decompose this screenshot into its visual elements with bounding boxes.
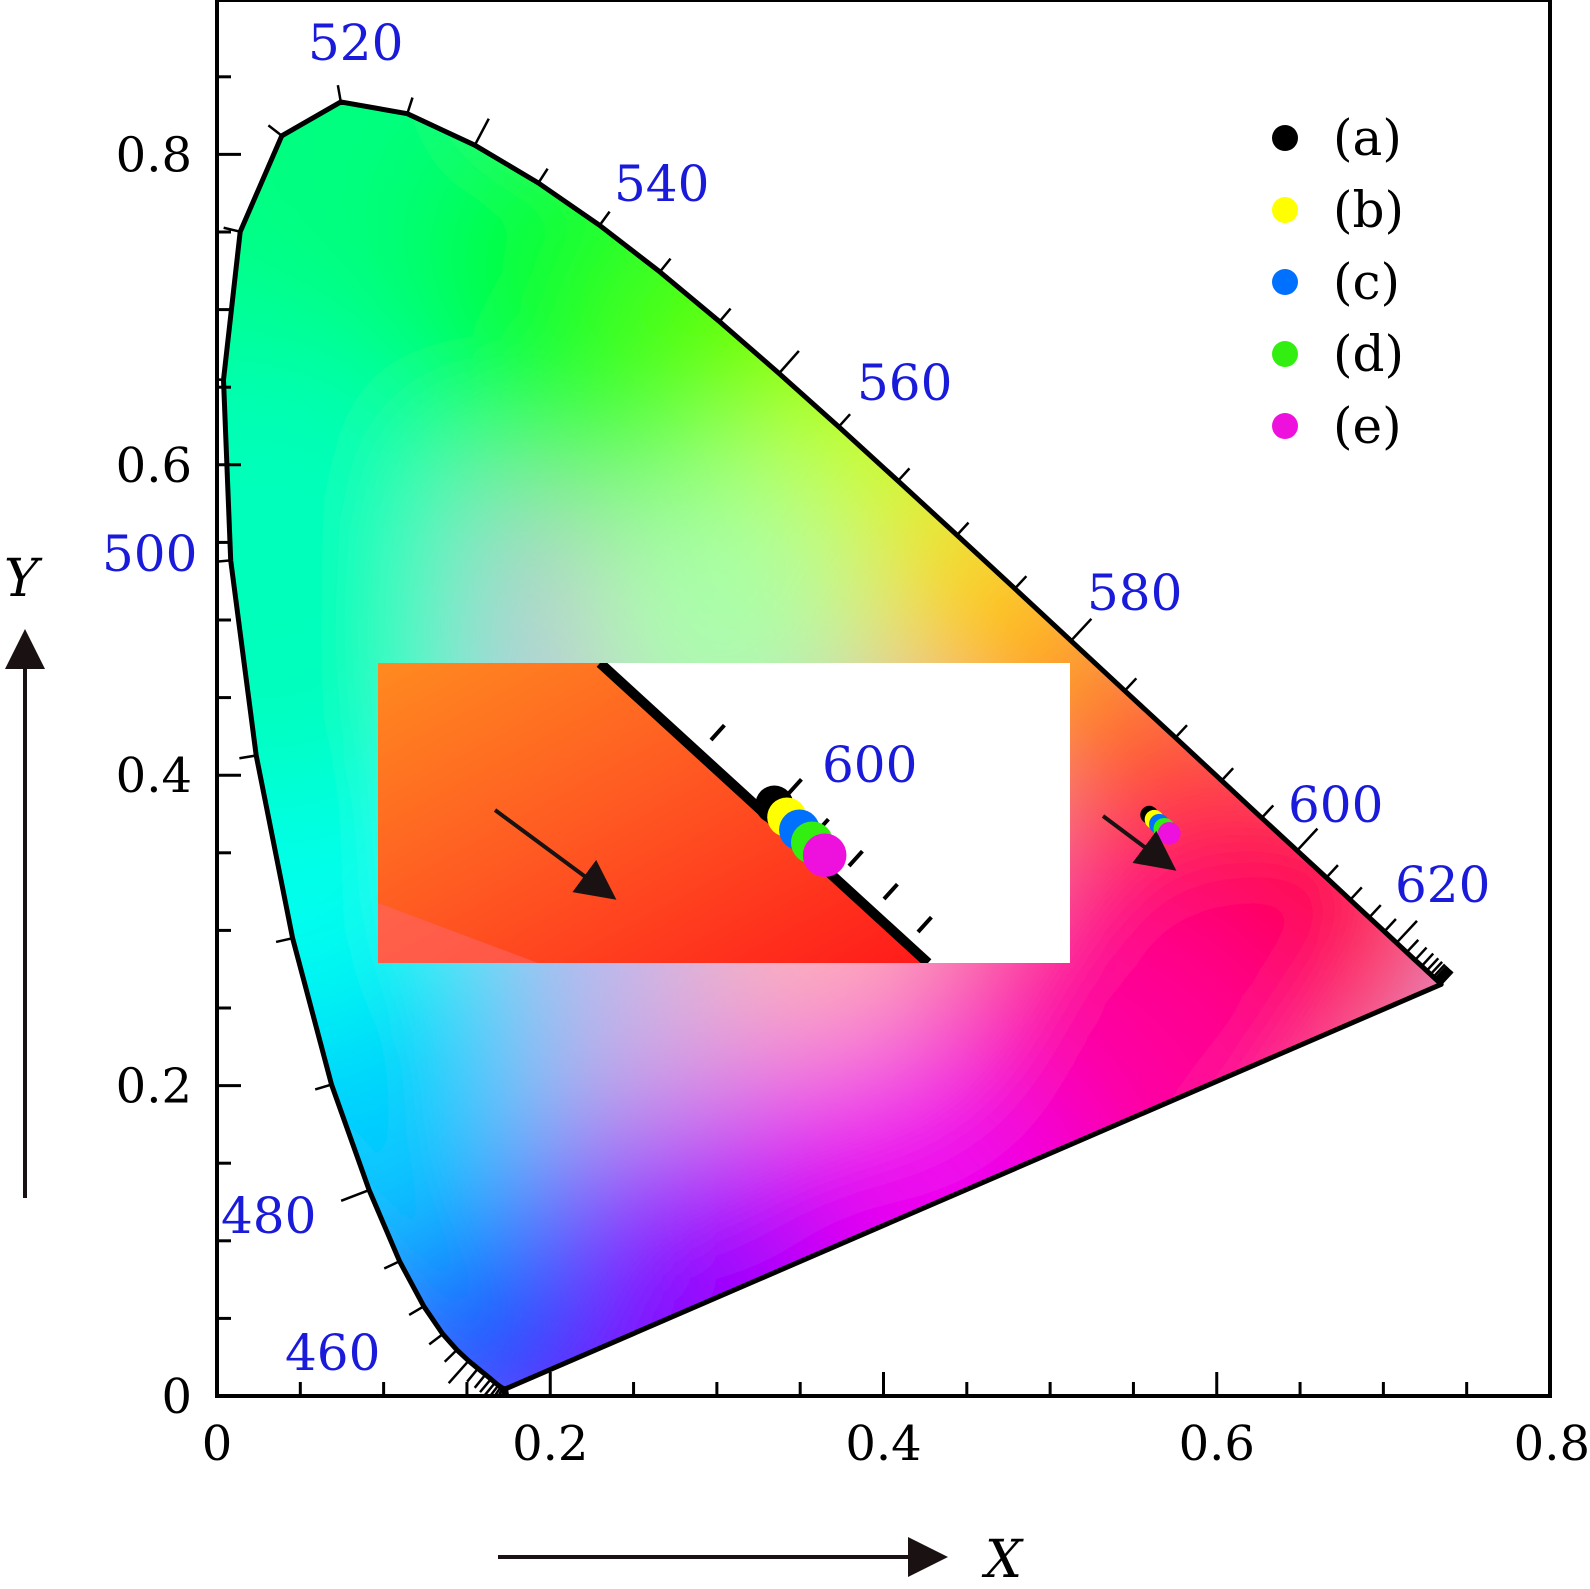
spectral-locus xyxy=(221,99,1444,1392)
inset-data-point-e xyxy=(802,833,847,878)
wavelength-label-580: 580 xyxy=(1087,564,1182,622)
y-axis-title: Y xyxy=(4,549,43,609)
legend-marker-b xyxy=(1272,197,1298,223)
y-tick-label: 0.8 xyxy=(116,127,192,183)
legend-label-c: (c) xyxy=(1333,253,1400,311)
wavelength-label-480: 480 xyxy=(221,1187,316,1245)
legend-label-d: (d) xyxy=(1333,325,1404,383)
wavelength-ticks xyxy=(217,84,1454,1396)
x-tick-label: 0.6 xyxy=(1179,1416,1255,1472)
legend-label-b: (b) xyxy=(1333,181,1404,239)
y-tick-label: 0.4 xyxy=(116,748,192,804)
x-tick-label: 0.2 xyxy=(512,1416,588,1472)
x-tick-label: 0 xyxy=(202,1416,233,1472)
y-tick-label: 0.2 xyxy=(116,1059,192,1115)
zoom-inset: 600 xyxy=(378,663,1070,963)
legend-marker-c xyxy=(1272,269,1298,295)
x-tick-label: 0.8 xyxy=(1514,1416,1590,1472)
wavelength-label-560: 560 xyxy=(857,354,952,412)
x-axis-title: X xyxy=(981,1530,1024,1589)
y-axis: 0 0.2 0.4 0.6 0.8 xyxy=(116,75,241,1425)
legend: (a) (b) (c) (d) (e) xyxy=(1272,109,1404,455)
wavelength-label-620: 620 xyxy=(1395,856,1490,914)
wavelength-label-460: 460 xyxy=(285,1324,380,1382)
y-tick-label: 0 xyxy=(161,1369,192,1425)
legend-marker-e xyxy=(1272,413,1298,439)
legend-label-a: (a) xyxy=(1333,109,1402,167)
x-axis: 0 0.2 0.4 0.6 0.8 xyxy=(202,1372,1590,1472)
inset-wavelength-label: 600 xyxy=(822,736,917,794)
wavelength-label-600: 600 xyxy=(1288,776,1383,834)
inset-trend-arrow xyxy=(493,808,617,900)
wavelength-label-500: 500 xyxy=(102,525,197,583)
legend-label-e: (e) xyxy=(1333,397,1402,455)
wavelength-label-540: 540 xyxy=(614,155,709,213)
x-tick-label: 0.4 xyxy=(845,1416,921,1472)
legend-marker-d xyxy=(1272,341,1298,367)
y-tick-label: 0.6 xyxy=(116,438,192,494)
trend-arrow xyxy=(1101,814,1177,871)
wavelength-label-520: 520 xyxy=(308,14,403,72)
legend-marker-a xyxy=(1272,125,1298,151)
data-point-e xyxy=(1157,822,1181,845)
